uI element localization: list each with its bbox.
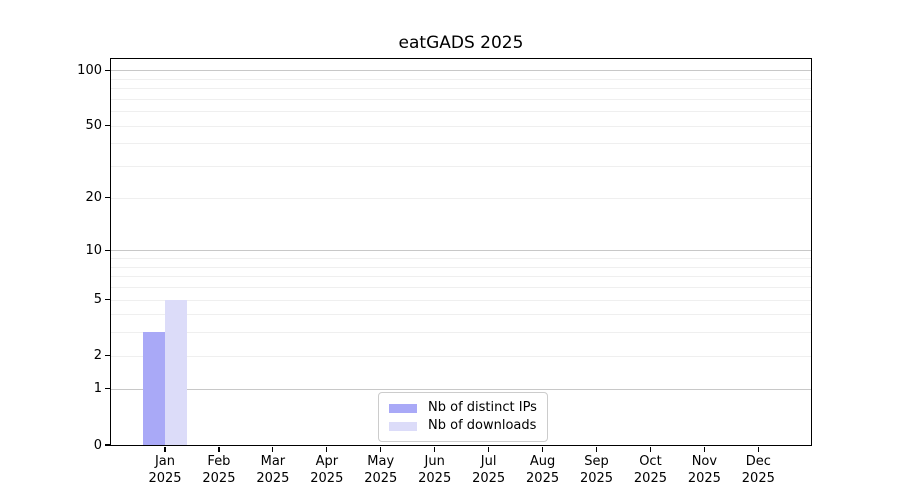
x-tick-mark-mar [272, 446, 274, 452]
x-tick-label-dec: Dec 2025 [741, 454, 775, 486]
x-tick-label-may: May 2025 [364, 454, 398, 486]
x-tick-label-nov: Nov 2025 [687, 454, 721, 486]
x-tick-label-aug: Aug 2025 [526, 454, 560, 486]
y-tick-mark-1 [105, 388, 111, 390]
bar-nb-of-downloads-jan [165, 299, 187, 445]
gridline-y-3 [111, 332, 811, 334]
x-tick-mark-apr [326, 446, 328, 452]
x-tick-label-oct: Oct 2025 [633, 454, 667, 486]
x-tick-mark-nov [703, 446, 705, 452]
x-tick-mark-jul [488, 446, 490, 452]
gridline-y-100 [111, 70, 811, 72]
gridline-y-2 [111, 355, 811, 357]
x-tick-mark-sep [595, 446, 598, 452]
gridline-y-80 [111, 88, 811, 90]
y-tick-mark-5 [105, 298, 111, 301]
y-tick-mark-0 [105, 444, 111, 446]
y-tick-label-10: 10 [85, 242, 102, 258]
y-tick-label-20: 20 [85, 190, 102, 206]
y-tick-label-2: 2 [93, 348, 102, 364]
x-tick-label-apr: Apr 2025 [310, 454, 344, 486]
y-tick-label-5: 5 [93, 292, 102, 307]
y-tick-mark-2 [105, 355, 111, 357]
bar-nb-of-distinct-ips-jan [143, 332, 165, 445]
chart-title: eatGADS 2025 [398, 33, 524, 53]
x-tick-label-jul: Jul 2025 [472, 454, 506, 486]
y-tick-mark-10 [105, 249, 111, 251]
gridline-y-20 [111, 197, 811, 199]
legend: Nb of distinct IPs Nb of downloads [378, 392, 548, 442]
y-tick-mark-20 [105, 197, 111, 199]
y-tick-label-0: 0 [93, 437, 102, 453]
gridline-y-30 [111, 166, 811, 168]
x-tick-label-jun: Jun 2025 [418, 454, 452, 486]
legend-item-downloads: Nb of downloads [389, 418, 537, 434]
gridline-y-5 [111, 299, 811, 301]
gridline-y-50 [111, 125, 811, 127]
gridline-y-9 [111, 258, 811, 260]
x-tick-mark-aug [541, 446, 544, 452]
gridline-y-40 [111, 143, 811, 145]
x-tick-mark-may [380, 446, 382, 452]
gridline-y-6 [111, 286, 811, 288]
plot-area [109, 57, 812, 446]
legend-item-distinct-ips: Nb of distinct IPs [389, 400, 537, 416]
x-tick-mark-jan [164, 446, 166, 452]
x-tick-mark-jun [434, 446, 436, 452]
x-tick-mark-dec [757, 446, 759, 452]
gridline-y-1 [111, 388, 811, 390]
gridline-y-4 [111, 314, 811, 316]
gridline-y-10 [111, 250, 811, 252]
y-tick-mark-50 [105, 125, 111, 127]
legend-label-distinct-ips: Nb of distinct IPs [428, 400, 537, 415]
x-tick-label-jan: Jan 2025 [148, 454, 182, 486]
x-tick-mark-oct [649, 446, 652, 452]
legend-label-downloads: Nb of downloads [428, 418, 537, 433]
gridline-y-70 [111, 98, 811, 100]
legend-swatch-distinct-ips [389, 403, 417, 413]
gridline-y-90 [111, 78, 811, 80]
x-tick-label-sep: Sep 2025 [579, 454, 614, 486]
y-tick-label-1: 1 [93, 381, 102, 397]
y-tick-mark-100 [105, 69, 111, 71]
x-tick-label-feb: Feb 2025 [202, 454, 236, 486]
legend-swatch-downloads [389, 421, 417, 431]
gridline-y-7 [111, 276, 811, 278]
x-tick-label-mar: Mar 2025 [256, 454, 290, 486]
y-tick-label-50: 50 [85, 118, 102, 134]
gridline-y-8 [111, 266, 811, 268]
gridline-y-60 [111, 111, 811, 113]
y-tick-label-100: 100 [77, 62, 102, 78]
x-tick-mark-feb [218, 446, 220, 452]
